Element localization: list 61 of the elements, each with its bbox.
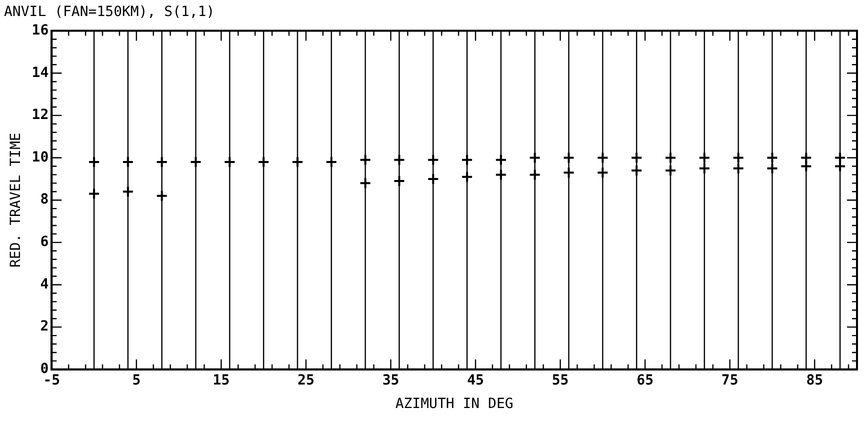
point — [630, 164, 643, 176]
point — [494, 168, 507, 181]
point — [461, 170, 474, 183]
point — [393, 154, 406, 166]
y-tick-label: 2 — [40, 318, 49, 335]
point — [528, 168, 541, 181]
point — [427, 154, 440, 166]
x-axis-title: AZIMUTH IN DEG — [395, 396, 514, 412]
point — [766, 162, 778, 174]
y-tick-label: 16 — [32, 22, 49, 38]
point — [122, 186, 134, 198]
x-tick-label: 35 — [382, 372, 400, 388]
chart-title: ANVIL (FAN=150KM), S(1,1) — [4, 4, 215, 20]
point — [664, 152, 676, 164]
point — [258, 156, 270, 168]
point — [834, 160, 846, 172]
x-tick-label: 75 — [721, 372, 738, 388]
point — [325, 156, 338, 168]
point — [528, 152, 541, 164]
y-axis-title: RED. TRAVEL TIME — [8, 132, 24, 268]
y-tick-label: 8 — [40, 192, 49, 208]
point — [359, 177, 372, 190]
point — [630, 152, 643, 164]
point — [698, 162, 710, 174]
x-tick-label: 15 — [212, 372, 230, 388]
point — [800, 152, 812, 164]
point — [88, 188, 100, 200]
y-tick-label: 4 — [40, 276, 49, 292]
point — [834, 152, 846, 164]
point — [664, 164, 676, 176]
y-tick-label: 14 — [32, 64, 49, 81]
point — [494, 154, 507, 166]
x-tick-label: 5 — [132, 372, 141, 388]
point — [427, 172, 440, 185]
y-tick-label: 6 — [40, 234, 49, 250]
point — [732, 162, 744, 174]
x-tick-label: 25 — [298, 372, 314, 388]
point — [88, 156, 100, 168]
point — [292, 156, 304, 168]
point — [732, 152, 744, 164]
x-tick-label: 65 — [636, 372, 654, 388]
x-tick-label: 55 — [552, 372, 569, 388]
point — [461, 154, 474, 166]
point — [190, 156, 202, 168]
point — [800, 160, 812, 172]
point — [562, 166, 575, 179]
point — [596, 166, 609, 179]
point — [122, 156, 134, 168]
point — [698, 152, 710, 164]
point — [766, 152, 778, 164]
y-tick-label: 12 — [32, 107, 49, 124]
point — [359, 154, 372, 166]
point — [596, 152, 609, 164]
x-tick-label: 45 — [467, 372, 484, 388]
point — [562, 152, 575, 164]
y-tick-label: 10 — [32, 149, 49, 166]
point — [156, 156, 168, 168]
point — [393, 175, 406, 188]
point — [224, 156, 236, 168]
x-tick-label: 85 — [806, 372, 824, 388]
point — [156, 190, 168, 202]
